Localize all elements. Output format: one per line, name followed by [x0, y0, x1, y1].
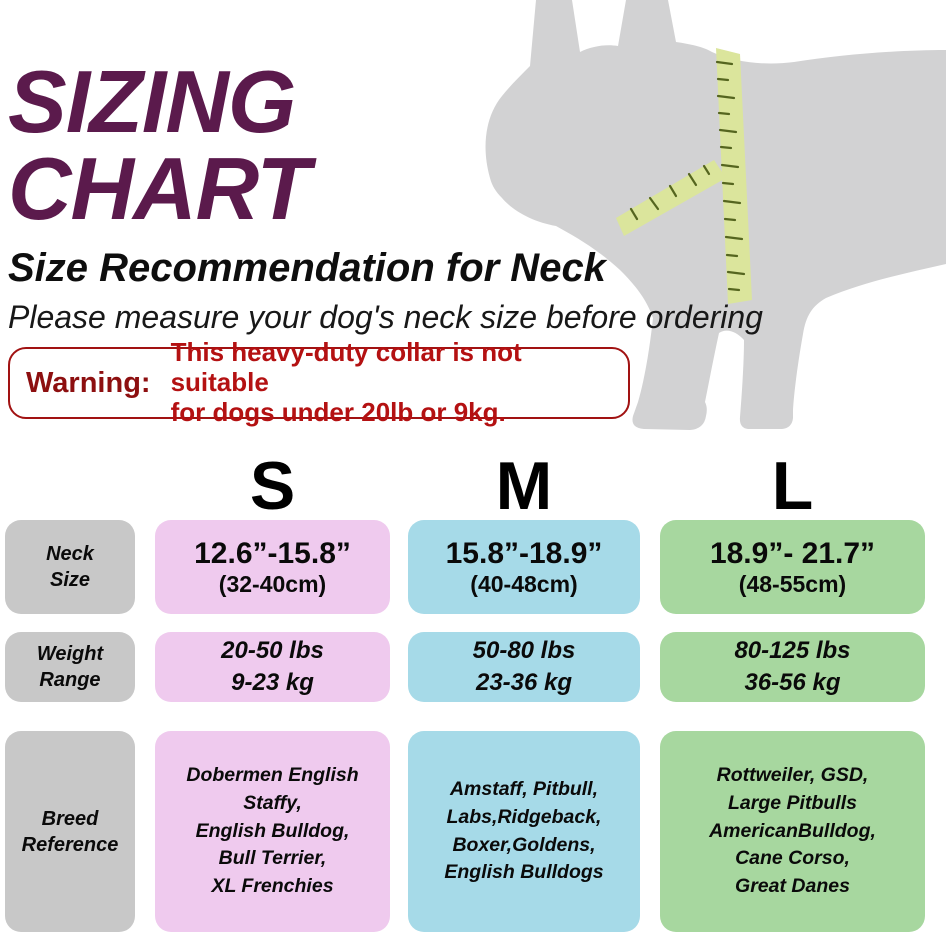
warning-box: Warning: This heavy-duty collar is not s… [8, 337, 630, 427]
breed-list: Rottweiler, GSD, Large Pitbulls American… [709, 764, 876, 898]
column-header-m: M [495, 448, 553, 524]
measuring-tape [616, 48, 752, 304]
subtitle: Size Recommendation for Neck [8, 246, 606, 290]
cell-neck-size-s: 12.6”-15.8” (32-40cm) [155, 520, 390, 614]
cell-breed-reference-m: Amstaff, Pitbull, Labs,Ridgeback, Boxer,… [408, 731, 640, 932]
page-title-line1: SIZING [8, 52, 296, 151]
warning-label: Warning: [26, 366, 151, 399]
weight-lbs: 50-80 lbs [472, 636, 576, 664]
cell-breed-reference-l: Rottweiler, GSD, Large Pitbulls American… [660, 731, 925, 932]
weight-lbs: 20-50 lbs [221, 636, 324, 664]
weight-kg: 23-36 kg [475, 669, 573, 696]
row-label-text: Breed Reference [21, 807, 119, 856]
measurement-note: Please measure your dog's neck size befo… [8, 299, 763, 335]
cell-weight-range-l: 80-125 lbs 36-56 kg [660, 632, 925, 702]
warning-message: This heavy-duty collar is not suitable f… [170, 337, 522, 427]
page-title: SIZING CHART [0, 58, 310, 233]
neck-size-inches: 12.6”-15.8” [194, 537, 351, 570]
column-header-s: S [249, 448, 296, 524]
row-label-weight-range: Weight Range [5, 632, 135, 702]
row-label-breed-reference: Breed Reference [5, 731, 135, 932]
neck-size-cm: (32-40cm) [218, 571, 327, 597]
page-title-line2: CHART [8, 139, 310, 238]
cell-neck-size-l: 18.9”- 21.7” (48-55cm) [660, 520, 925, 614]
cell-weight-range-m: 50-80 lbs 23-36 kg [408, 632, 640, 702]
neck-size-cm: (40-48cm) [470, 571, 578, 597]
row-label-text: Neck Size [46, 543, 94, 591]
weight-kg: 9-23 kg [231, 669, 314, 696]
tape-ticks [629, 60, 746, 292]
dog-illustration [485, 0, 946, 430]
weight-lbs: 80-125 lbs [734, 636, 851, 664]
breed-list: Amstaff, Pitbull, Labs,Ridgeback, Boxer,… [444, 778, 604, 884]
dog-silhouette [485, 0, 946, 430]
cell-breed-reference-s: Dobermen English Staffy, English Bulldog… [155, 731, 390, 932]
cell-neck-size-m: 15.8”-18.9” (40-48cm) [408, 520, 640, 614]
column-header-l: L [771, 448, 814, 524]
weight-kg: 36-56 kg [744, 669, 841, 696]
neck-size-inches: 15.8”-18.9” [445, 537, 603, 570]
row-label-neck-size: Neck Size [5, 520, 135, 614]
row-label-text: Weight Range [36, 643, 104, 691]
neck-size-cm: (48-55cm) [738, 571, 847, 597]
cell-weight-range-s: 20-50 lbs 9-23 kg [155, 632, 390, 702]
neck-size-inches: 18.9”- 21.7” [709, 537, 876, 570]
breed-list: Dobermen English Staffy, English Bulldog… [186, 764, 359, 898]
